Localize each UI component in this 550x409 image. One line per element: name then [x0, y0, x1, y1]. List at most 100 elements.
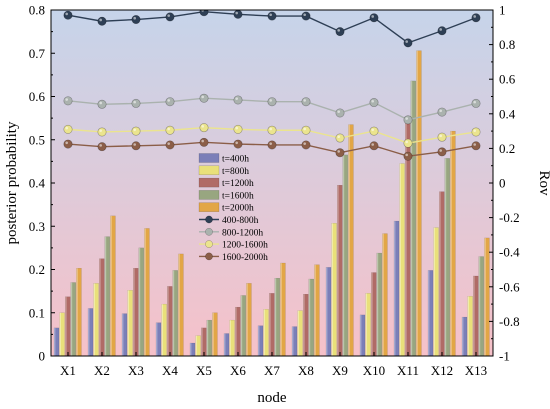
line-point: [267, 125, 277, 135]
bar-highlight: [99, 258, 101, 356]
line-point: [471, 141, 481, 151]
line-point-shine: [133, 128, 136, 132]
y2-tick-label: 0.8: [499, 37, 515, 52]
bar-highlight: [450, 131, 452, 356]
x-tick-label: X5: [196, 363, 212, 378]
line-point: [199, 123, 209, 133]
line-point: [301, 140, 311, 150]
y-tick-label: 0.7: [29, 46, 46, 61]
bar-highlight: [399, 163, 401, 356]
line-point-shine: [303, 127, 307, 131]
line-point: [233, 139, 243, 149]
y2-tick-label: -0.8: [499, 314, 520, 329]
bar-highlight: [212, 312, 214, 356]
x-tick-label: X11: [397, 363, 419, 378]
legend-marker: [205, 252, 213, 261]
line-point-shine: [269, 13, 273, 17]
line-point-shine: [405, 140, 409, 144]
x-tick-label: X4: [162, 363, 178, 378]
bar-highlight: [133, 268, 135, 356]
bar-highlight: [235, 307, 237, 356]
line-point-shine: [235, 11, 238, 15]
line-point-shine: [99, 18, 102, 22]
line-point: [97, 16, 107, 26]
legend-label: t=1200h: [222, 179, 254, 189]
line-point: [403, 38, 413, 48]
bar-highlight: [405, 122, 407, 356]
line-point: [233, 95, 243, 105]
bar-highlight: [376, 253, 379, 356]
bar-highlight: [348, 124, 350, 356]
x-tick-label: X3: [128, 363, 144, 378]
line-point: [335, 148, 345, 158]
line-point: [63, 124, 73, 134]
bar-highlight: [240, 295, 243, 356]
line-point: [403, 138, 413, 148]
legend-swatch: [198, 202, 220, 212]
bar-highlight: [473, 275, 475, 356]
line-point-shine: [473, 100, 477, 104]
legend-marker: [205, 227, 213, 236]
line-point: [63, 10, 73, 20]
line-point-shine: [473, 143, 477, 146]
bar-highlight: [195, 335, 197, 356]
line-point-shine: [371, 15, 375, 18]
bar-highlight: [110, 215, 112, 356]
y-axis-left: 0 0.1 0.2 0.3 0.4 0.5 0.6 0.7 0.8: [29, 3, 55, 364]
line-point-shine: [269, 127, 273, 131]
bar-highlight: [59, 312, 61, 356]
line-point-shine: [65, 12, 68, 16]
line-point: [97, 99, 107, 109]
bar-highlight: [190, 343, 192, 356]
y2-tick-label: -1: [499, 349, 510, 364]
line-point: [233, 124, 243, 134]
bars-layer: [53, 50, 490, 357]
line-point-shine: [235, 97, 238, 100]
y2-tick-label: 0.6: [499, 72, 516, 87]
legend: t=400h t=800h t=1200h t=1600h t=2000h 400-800…: [198, 153, 268, 263]
line-point-shine: [405, 153, 409, 157]
line-point: [471, 13, 481, 23]
bar-highlight: [439, 191, 441, 356]
bar-highlight: [54, 327, 56, 356]
bar-highlight: [326, 267, 328, 356]
legend-label: 400-800h: [222, 216, 259, 226]
legend-swatch: [198, 190, 220, 200]
line-point: [267, 140, 277, 150]
bar-highlight: [342, 154, 345, 356]
line-point: [199, 10, 209, 17]
line-point: [63, 139, 73, 149]
x-tick-label: X8: [298, 363, 314, 378]
legend-label: t=800h: [222, 167, 249, 177]
bar-highlight: [172, 270, 175, 356]
line-point-shine: [133, 143, 136, 146]
bar-highlight: [246, 283, 248, 356]
y-axis-right: -1 -0.8 -0.6 -0.4 -0.2 0 0.2 0.4 0.6 0.8 1: [489, 3, 520, 364]
y2-tick-label: -0.2: [499, 210, 520, 225]
bar-highlight: [206, 320, 209, 356]
y2-tick-label: -0.6: [499, 279, 520, 294]
line-point: [131, 126, 141, 136]
line-point: [131, 141, 141, 151]
line-point: [437, 26, 447, 36]
line-point: [437, 132, 447, 142]
bar-highlight: [410, 80, 413, 357]
legend-label: 800-1200h: [222, 228, 263, 238]
y2-tick-label: 0: [499, 176, 506, 191]
bar-highlight: [303, 294, 305, 356]
bar-highlight: [382, 233, 384, 356]
bar-highlight: [371, 272, 373, 356]
y-tick-label: 0.2: [29, 262, 45, 277]
line-point: [131, 15, 141, 25]
y2-tick-label: 0.2: [499, 141, 515, 156]
bar-highlight: [93, 283, 95, 356]
line-point-shine: [133, 100, 136, 104]
line-point-shine: [201, 95, 204, 99]
legend-label: t=2000h: [222, 204, 254, 214]
line-point: [369, 141, 379, 151]
line-point: [369, 98, 379, 108]
bar-highlight: [144, 228, 146, 356]
line-point-shine: [269, 99, 273, 102]
line-point: [267, 97, 277, 107]
